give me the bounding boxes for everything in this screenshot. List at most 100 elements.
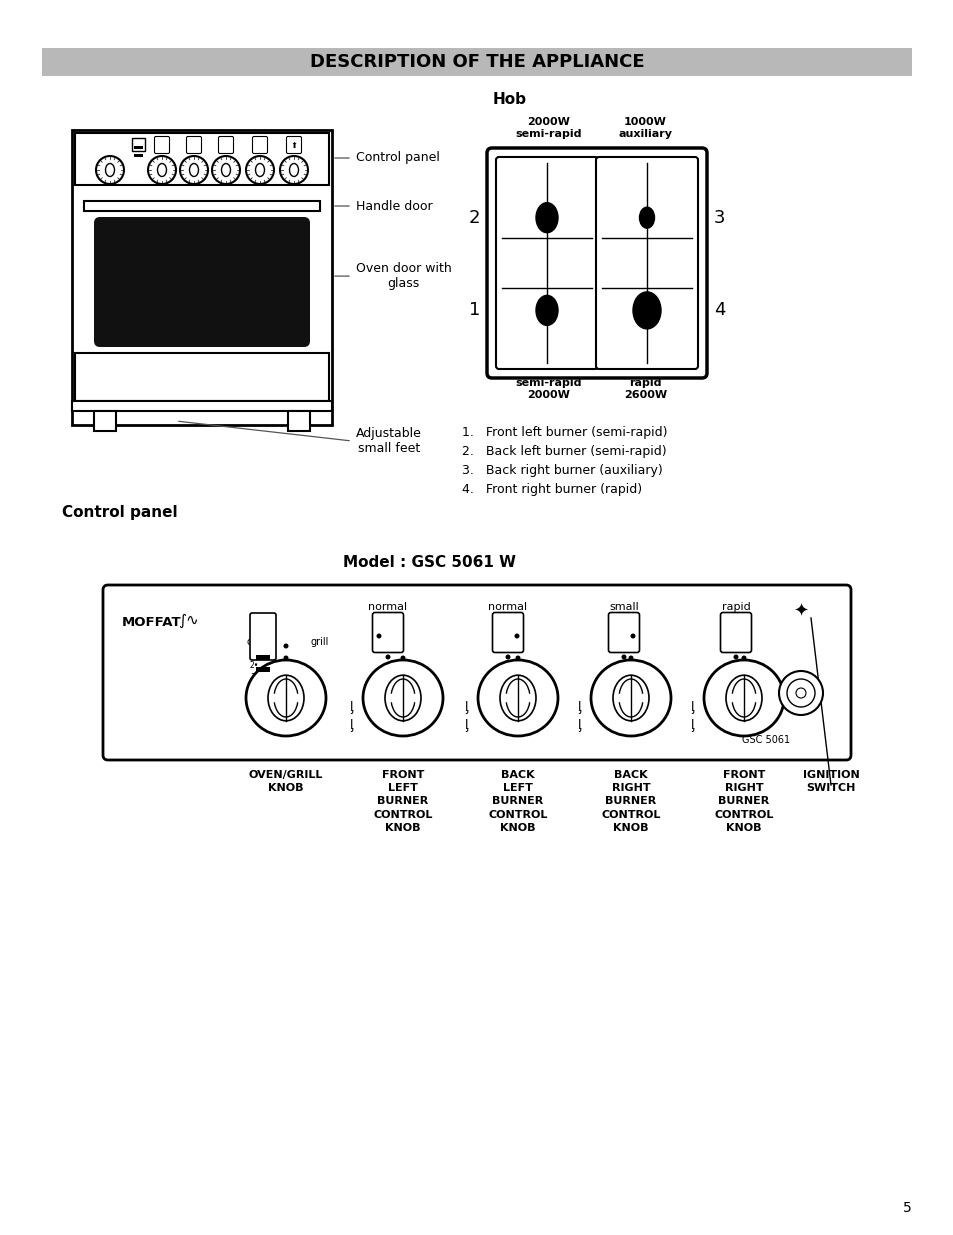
Text: 3.   Back right burner (auxiliary): 3. Back right burner (auxiliary) [461, 464, 662, 477]
Circle shape [283, 643, 288, 648]
Circle shape [376, 634, 381, 638]
Text: ᶅ: ᶅ [349, 720, 353, 732]
Text: 5  6  7  •8: 5 6 7 •8 [250, 699, 288, 709]
Ellipse shape [221, 163, 231, 177]
Text: Model : GSC 5061 W: Model : GSC 5061 W [343, 555, 516, 571]
Ellipse shape [536, 295, 558, 325]
Ellipse shape [363, 659, 442, 736]
Text: ✦: ✦ [793, 603, 808, 621]
FancyBboxPatch shape [372, 613, 403, 652]
Text: Hob: Hob [493, 91, 526, 107]
Text: ᶅ: ᶅ [349, 701, 353, 715]
Text: 5: 5 [902, 1200, 911, 1215]
Bar [75, 353, 329, 401]
Circle shape [180, 156, 208, 184]
Text: normal: normal [488, 601, 527, 613]
Text: ∿: ∿ [119, 140, 129, 149]
Text: 2: 2 [468, 209, 479, 227]
Bar [94, 411, 116, 431]
Text: Oven door with
glass: Oven door with glass [355, 262, 452, 290]
Circle shape [280, 156, 308, 184]
FancyBboxPatch shape [218, 137, 233, 153]
Bar [133, 146, 143, 149]
Text: grill: grill [311, 637, 329, 647]
Text: Control panel: Control panel [355, 152, 439, 164]
Text: FRONT
LEFT
BURNER
CONTROL
KNOB: FRONT LEFT BURNER CONTROL KNOB [373, 769, 433, 832]
Circle shape [514, 634, 519, 638]
Text: rapid: rapid [720, 601, 750, 613]
Circle shape [283, 656, 288, 661]
Text: Control panel: Control panel [62, 505, 177, 520]
FancyBboxPatch shape [253, 137, 267, 153]
Text: 2•: 2• [250, 661, 259, 669]
Circle shape [400, 656, 405, 661]
Circle shape [515, 656, 520, 661]
Ellipse shape [639, 207, 654, 228]
Circle shape [740, 656, 745, 661]
Ellipse shape [190, 163, 198, 177]
Text: 1000W
auxiliary: 1000W auxiliary [618, 117, 672, 138]
Text: normal: normal [368, 601, 407, 613]
Ellipse shape [157, 163, 167, 177]
Circle shape [96, 156, 124, 184]
Text: rapid
2600W: rapid 2600W [623, 378, 666, 400]
FancyBboxPatch shape [250, 613, 275, 659]
Bar [133, 154, 143, 157]
Ellipse shape [633, 291, 660, 329]
Text: 4: 4 [713, 301, 724, 320]
Text: 3•: 3• [250, 673, 259, 683]
Text: small: small [608, 601, 639, 613]
FancyBboxPatch shape [496, 157, 598, 369]
Bar [84, 201, 319, 211]
Ellipse shape [725, 676, 761, 721]
Bar [42, 48, 911, 77]
FancyBboxPatch shape [186, 137, 201, 153]
Text: ᶅ: ᶅ [690, 701, 693, 715]
Text: ᶅ: ᶅ [690, 720, 693, 732]
Text: ᶅ: ᶅ [577, 701, 580, 715]
Circle shape [630, 634, 635, 638]
Text: 3: 3 [713, 209, 724, 227]
Circle shape [628, 656, 633, 661]
Circle shape [212, 156, 240, 184]
Ellipse shape [385, 676, 420, 721]
Ellipse shape [268, 676, 304, 721]
Bar [288, 411, 310, 431]
FancyBboxPatch shape [103, 585, 850, 760]
FancyBboxPatch shape [286, 137, 301, 153]
Ellipse shape [703, 659, 783, 736]
Text: ᶅ: ᶅ [464, 720, 467, 732]
Ellipse shape [289, 163, 298, 177]
Text: semi-rapid
2000W: semi-rapid 2000W [515, 378, 581, 400]
Text: 2.   Back left burner (semi-rapid): 2. Back left burner (semi-rapid) [461, 445, 666, 458]
FancyBboxPatch shape [94, 217, 310, 347]
Circle shape [786, 679, 814, 706]
Text: FRONT
RIGHT
BURNER
CONTROL
KNOB: FRONT RIGHT BURNER CONTROL KNOB [714, 769, 773, 832]
Text: 2000W
semi-rapid: 2000W semi-rapid [515, 117, 581, 138]
Circle shape [505, 655, 510, 659]
Circle shape [779, 671, 822, 715]
Ellipse shape [106, 163, 114, 177]
Text: 1•: 1• [250, 647, 259, 657]
Text: ᶅ: ᶅ [464, 701, 467, 715]
Circle shape [385, 655, 390, 659]
Ellipse shape [255, 163, 264, 177]
FancyBboxPatch shape [720, 613, 751, 652]
Bar [255, 667, 270, 672]
Text: DESCRIPTION OF THE APPLIANCE: DESCRIPTION OF THE APPLIANCE [310, 53, 643, 70]
Circle shape [733, 655, 738, 659]
Text: ∫∿: ∫∿ [178, 613, 198, 627]
Ellipse shape [536, 203, 558, 232]
Text: 1.   Front left burner (semi-rapid): 1. Front left burner (semi-rapid) [461, 426, 667, 438]
Circle shape [148, 156, 175, 184]
Circle shape [620, 655, 626, 659]
Ellipse shape [613, 676, 648, 721]
FancyBboxPatch shape [492, 613, 523, 652]
Text: 4•: 4• [250, 687, 259, 695]
Ellipse shape [590, 659, 670, 736]
Bar [71, 130, 332, 425]
Circle shape [795, 688, 805, 698]
Text: oven: oven [246, 637, 270, 647]
FancyBboxPatch shape [596, 157, 698, 369]
FancyBboxPatch shape [154, 137, 170, 153]
